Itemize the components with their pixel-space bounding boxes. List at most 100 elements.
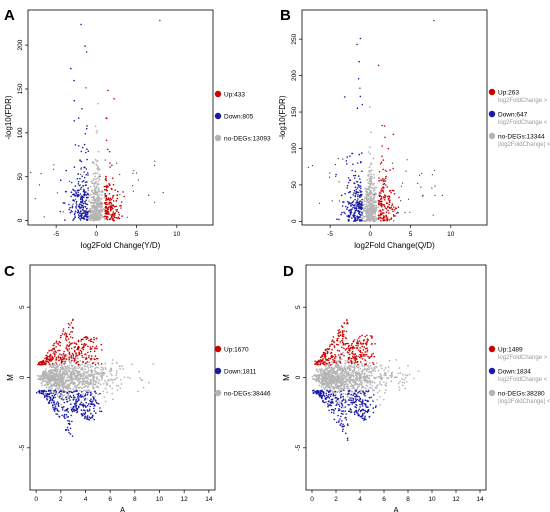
data-point (381, 145, 384, 147)
data-point (352, 206, 354, 209)
data-point (387, 370, 390, 373)
data-point (94, 382, 97, 384)
data-point (355, 365, 358, 367)
data-point (91, 375, 94, 377)
data-point (350, 365, 353, 368)
data-point (354, 374, 357, 377)
data-point (112, 213, 115, 215)
x-tick-label: -5 (53, 231, 59, 238)
data-point (358, 213, 361, 216)
data-point (56, 387, 59, 390)
data-point (90, 196, 93, 199)
data-point (376, 217, 378, 220)
data-point (93, 369, 96, 372)
data-point (353, 192, 355, 194)
data-point (333, 418, 336, 421)
data-point (339, 380, 342, 382)
data-point (56, 409, 59, 412)
data-point (53, 408, 55, 411)
data-point (82, 389, 85, 392)
data-point (345, 342, 348, 345)
data-point (82, 204, 84, 207)
data-point (56, 368, 59, 371)
data-point (347, 399, 350, 401)
data-point (53, 168, 55, 170)
data-point (358, 206, 360, 208)
data-point (92, 193, 95, 195)
y-tick-label: 0 (17, 218, 24, 222)
data-point (96, 177, 99, 180)
data-point (85, 203, 88, 205)
data-point (72, 398, 75, 401)
data-point (96, 347, 98, 350)
data-point (77, 394, 80, 397)
data-point (49, 354, 52, 357)
data-point (73, 402, 76, 405)
data-point (359, 349, 362, 352)
data-point (142, 386, 145, 389)
data-point (45, 386, 48, 389)
data-point (53, 400, 55, 402)
data-point (345, 205, 347, 208)
data-point (61, 384, 64, 386)
data-point (381, 217, 384, 220)
data-point (319, 359, 322, 361)
data-point (373, 381, 376, 384)
data-point (343, 322, 346, 324)
data-point (97, 366, 99, 369)
data-point (93, 407, 95, 410)
data-point (80, 403, 83, 406)
data-point (68, 180, 71, 182)
data-point (324, 358, 327, 360)
data-point (85, 168, 87, 170)
data-point (328, 364, 331, 366)
data-point (70, 322, 73, 324)
data-point (147, 381, 150, 384)
data-point (366, 364, 369, 367)
data-point (72, 394, 75, 397)
y-tick-label: 0 (19, 375, 26, 379)
x-tick-label: 0 (34, 496, 38, 503)
data-point (363, 412, 366, 414)
data-point (86, 415, 89, 417)
data-point (51, 355, 53, 358)
data-point (66, 376, 68, 379)
data-point (326, 348, 329, 350)
data-point (63, 350, 65, 353)
data-point (366, 399, 368, 402)
data-point (66, 365, 69, 368)
data-point (324, 388, 326, 391)
data-point (80, 350, 83, 353)
data-point (379, 209, 381, 212)
data-point (358, 337, 360, 339)
data-point (82, 180, 85, 182)
data-point (321, 397, 323, 400)
data-point (371, 198, 374, 201)
data-point (340, 370, 343, 373)
data-point (58, 397, 61, 400)
data-point (52, 348, 54, 350)
data-point (115, 200, 117, 202)
data-point (61, 409, 64, 411)
data-point (77, 191, 79, 194)
data-point (347, 387, 350, 390)
data-point (357, 216, 360, 219)
x-axis-title: A (120, 506, 126, 512)
data-point (357, 78, 360, 80)
data-point (327, 391, 330, 394)
data-point (45, 368, 47, 370)
data-point (154, 164, 156, 166)
data-point (382, 219, 385, 222)
data-point (374, 192, 377, 195)
data-point (69, 324, 71, 326)
data-point (335, 404, 337, 407)
data-point (84, 205, 86, 208)
data-point (73, 391, 75, 394)
data-point (333, 370, 335, 372)
data-point (88, 419, 91, 421)
data-point (68, 341, 71, 344)
data-point (54, 389, 57, 392)
data-point (76, 375, 79, 377)
data-point (56, 401, 59, 403)
